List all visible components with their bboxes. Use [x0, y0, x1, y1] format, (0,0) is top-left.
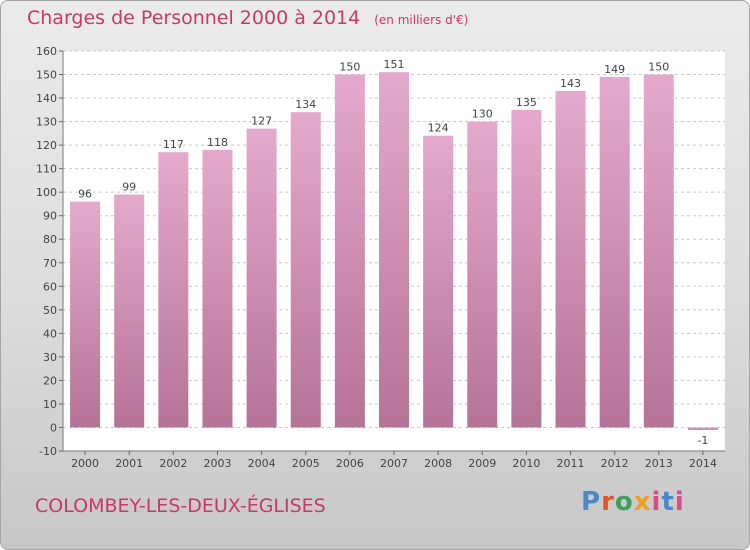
bar	[467, 121, 498, 428]
bar	[202, 149, 233, 428]
y-tick-label: 10	[43, 398, 57, 411]
bar	[379, 72, 409, 428]
data-label: 135	[516, 96, 537, 109]
x-tick-label: 2012	[601, 457, 629, 470]
x-tick-label: 2007	[380, 457, 408, 470]
y-tick-label: 80	[43, 233, 57, 246]
data-label: 149	[604, 63, 625, 76]
data-label: 127	[251, 115, 272, 128]
y-tick-label: 100	[36, 186, 57, 199]
x-tick-label: 2008	[424, 457, 452, 470]
x-tick-label: 2014	[689, 457, 717, 470]
data-label: 150	[339, 61, 360, 74]
bar	[158, 152, 189, 428]
city-name: COLOMBEY-LES-DEUX-ÉGLISES	[35, 495, 326, 517]
y-tick-label: -10	[39, 445, 57, 458]
x-tick-label: 2006	[336, 457, 364, 470]
bar	[246, 128, 277, 428]
data-label: 130	[472, 108, 493, 121]
y-tick-label: 130	[36, 116, 57, 129]
y-tick-label: 140	[36, 92, 57, 105]
y-tick-label: 110	[36, 163, 57, 176]
data-label: 143	[560, 77, 581, 90]
bar	[70, 201, 101, 428]
bar	[555, 91, 586, 428]
y-tick-label: 40	[43, 327, 57, 340]
y-tick-label: 50	[43, 304, 57, 317]
bar	[423, 135, 454, 428]
y-tick-label: 150	[36, 69, 57, 82]
bar	[643, 74, 674, 428]
x-tick-label: 2000	[71, 457, 99, 470]
data-label: 124	[428, 122, 449, 135]
bar	[599, 76, 630, 428]
data-label: 99	[122, 181, 136, 194]
x-tick-label: 2009	[468, 457, 496, 470]
x-tick-label: 2013	[645, 457, 673, 470]
data-label: 150	[648, 61, 669, 74]
y-tick-label: 120	[36, 139, 57, 152]
x-tick-label: 2010	[512, 457, 540, 470]
data-label: -1	[697, 434, 708, 447]
x-tick-label: 2011	[557, 457, 585, 470]
bar	[334, 74, 365, 428]
chart-title: Charges de Personnel 2000 à 2014 (en mill…	[27, 7, 468, 29]
y-tick-label: 70	[43, 257, 57, 270]
x-tick-label: 2005	[292, 457, 320, 470]
data-label: 151	[384, 58, 405, 71]
y-tick-label: 160	[36, 45, 57, 58]
y-tick-label: 30	[43, 351, 57, 364]
bar	[290, 112, 321, 428]
bar	[687, 427, 718, 430]
y-tick-label: 60	[43, 280, 57, 293]
bar	[511, 109, 542, 428]
x-tick-label: 2003	[203, 457, 231, 470]
bar	[114, 194, 145, 428]
chart-unit: (en milliers d'€)	[374, 13, 469, 27]
x-tick-label: 2001	[115, 457, 143, 470]
proxiti-logo: Proxiti	[581, 487, 685, 517]
y-tick-label: 90	[43, 210, 57, 223]
data-label: 96	[78, 188, 92, 201]
data-label: 118	[207, 136, 228, 149]
x-tick-label: 2002	[159, 457, 187, 470]
chart-title-text: Charges de Personnel 2000 à 2014	[27, 7, 361, 29]
x-tick-label: 2004	[248, 457, 276, 470]
data-label: 117	[163, 138, 184, 151]
y-tick-label: 0	[50, 421, 57, 434]
data-label: 134	[295, 98, 316, 111]
y-tick-label: 20	[43, 374, 57, 387]
